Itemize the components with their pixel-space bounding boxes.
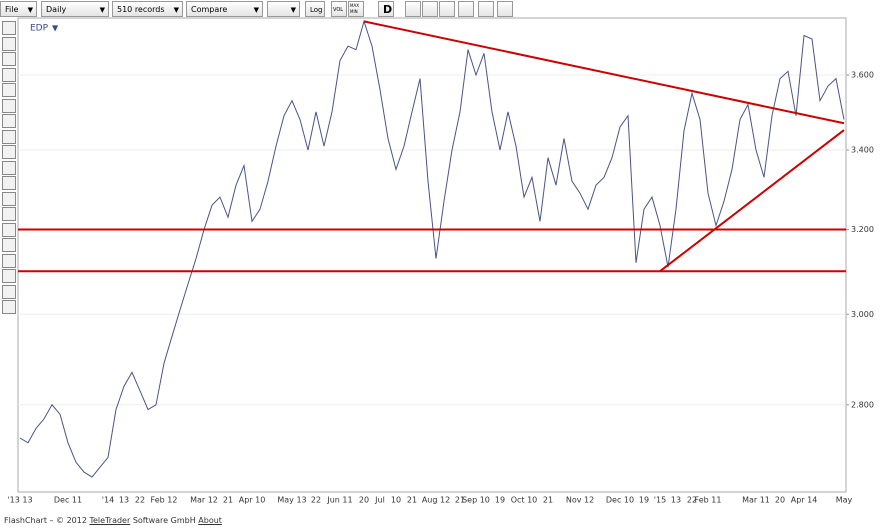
company: Software GmbH <box>132 516 196 525</box>
interval-select[interactable]: Daily <box>41 1 109 18</box>
tool-icon[interactable] <box>2 98 16 113</box>
tool-icon[interactable] <box>2 67 16 82</box>
x-tick-label: May 13 <box>277 496 306 505</box>
zoom-in-button[interactable] <box>422 1 438 17</box>
tool-icon[interactable] <box>2 222 16 237</box>
brand-link[interactable]: TeleTrader <box>89 516 131 525</box>
tool-icon[interactable] <box>2 145 16 159</box>
x-tick-label: 22 <box>135 496 145 505</box>
x-tick-label: 20 <box>775 496 785 505</box>
x-tick-label: Oct 10 <box>511 496 538 505</box>
x-tick-label: Jun 11 <box>326 496 352 505</box>
refresh-button[interactable] <box>478 1 494 17</box>
x-tick-label: 19 <box>495 496 505 505</box>
x-tick-label: Feb 12 <box>151 496 178 505</box>
y-tick-label: 3.200 <box>851 225 874 234</box>
x-tick-label: Apr 14 <box>791 496 818 505</box>
x-tick-label: 13 <box>671 496 681 505</box>
tool-icon[interactable] <box>2 21 16 35</box>
x-tick-label: 22 <box>687 496 697 505</box>
file-menu[interactable]: File <box>0 1 37 18</box>
chart: EDP ▼ 2.800 3.000 3.200 3.400 3.600 '13 13 Dec… <box>7 17 874 505</box>
x-tick-label: Mar 12 <box>190 496 218 505</box>
tool-icon[interactable] <box>2 36 16 51</box>
footer-text: FlashChart – © 2012 <box>4 516 87 525</box>
trend-line <box>659 129 845 273</box>
x-tick-label: May <box>836 496 853 505</box>
y-tick-label: 3.400 <box>851 145 874 154</box>
x-tick-label: 21 <box>407 496 417 505</box>
d-button[interactable]: D <box>378 1 394 17</box>
tool-icon[interactable] <box>2 207 16 221</box>
plot-frame <box>17 17 847 493</box>
tool-icon[interactable] <box>2 83 16 97</box>
y-tick-label: 3.600 <box>851 70 874 79</box>
x-tick-label: Jul <box>374 496 385 505</box>
tool-button[interactable] <box>405 1 421 17</box>
about-link[interactable]: About <box>198 516 222 525</box>
x-tick-label: Nov 12 <box>566 496 594 505</box>
x-tick-label: 22 <box>311 496 321 505</box>
print-button[interactable] <box>497 1 513 17</box>
x-tick-label: Apr 10 <box>239 496 266 505</box>
style-select[interactable] <box>267 1 300 18</box>
x-tick-label: Aug 12 <box>422 496 450 505</box>
tool-icon[interactable] <box>2 191 16 206</box>
x-tick-label: 13 <box>119 496 129 505</box>
log-button[interactable]: Log <box>305 1 325 17</box>
copy-button[interactable] <box>458 1 474 17</box>
x-tick-label: 20 <box>359 496 369 505</box>
tool-icon[interactable] <box>2 114 16 128</box>
tool-icon[interactable] <box>2 238 16 252</box>
tool-icon[interactable] <box>2 160 16 175</box>
x-tick-label: '13 13 <box>7 496 32 505</box>
tool-icon[interactable] <box>2 129 16 144</box>
legend-arrow[interactable]: ▼ <box>52 24 59 33</box>
tool-icon[interactable] <box>2 269 16 283</box>
tool-icon[interactable] <box>2 284 16 299</box>
x-tick-label: 10 <box>391 496 401 505</box>
y-tick-label: 2.800 <box>851 400 874 409</box>
x-tick-label: Feb 11 <box>695 496 722 505</box>
y-tick-label: 3.000 <box>851 310 874 319</box>
price-line <box>19 19 845 478</box>
x-tick-label: 21 <box>543 496 553 505</box>
x-tick-label: 19 <box>639 496 649 505</box>
x-tick-label: Sep 10 <box>462 496 490 505</box>
tool-icon[interactable] <box>2 52 16 66</box>
x-tick-label: '14 <box>102 496 114 505</box>
x-tick-label: Dec 10 <box>606 496 634 505</box>
vol-button[interactable]: VOL <box>331 1 347 17</box>
footer: FlashChart – © 2012 TeleTrader Software … <box>4 516 222 525</box>
zoom-out-button[interactable] <box>439 1 455 17</box>
x-tick-label: 21 <box>455 496 465 505</box>
maxmin-button[interactable]: MAX MIN <box>348 1 364 17</box>
x-tick-label: Mar 11 <box>742 496 770 505</box>
x-tick-label: '15 <box>654 496 666 505</box>
x-tick-label: 21 <box>223 496 233 505</box>
trend-line <box>363 20 845 125</box>
legend-entry: EDP <box>30 24 49 34</box>
tool-icon[interactable] <box>2 300 16 314</box>
tool-icon[interactable] <box>2 176 16 190</box>
x-tick-label: Dec 11 <box>54 496 82 505</box>
tool-icon[interactable] <box>2 253 16 268</box>
records-select[interactable]: 510 records <box>112 1 183 18</box>
compare-select[interactable]: Compare <box>186 1 263 18</box>
